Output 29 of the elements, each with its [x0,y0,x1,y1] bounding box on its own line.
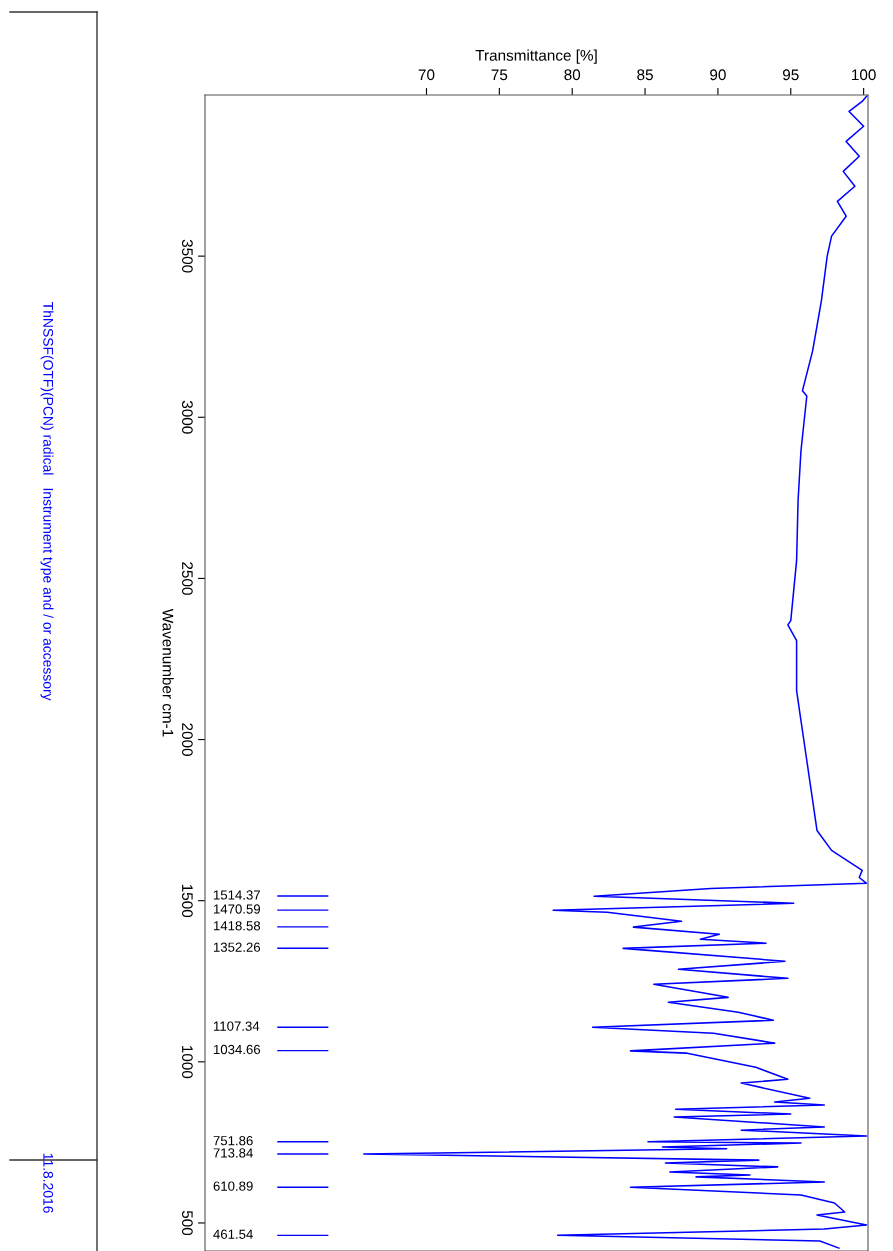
text: ThNSSF(OTF)(PCN) radical [40,302,54,475]
text: Instrument type and / or accessory [40,488,54,701]
annotation: 1034.66 [213,1044,261,1055]
annotation: 1514.37 [213,890,260,900]
y-tick-label: 1000 [181,1046,193,1079]
x-tick-label: 95 [782,69,799,81]
annotation: 461.54 [213,1229,253,1239]
x-tick-label: 75 [491,69,508,81]
annotation: 1470.59 [213,904,261,914]
y-tick-label: 1500 [181,884,193,918]
annotation: 713.84 [213,1148,253,1158]
x-tick-label: 70 [418,69,435,81]
annotation: 1418.58 [213,921,261,931]
annotation: 610.89 [213,1181,253,1191]
y-tick-label: 2500 [181,562,193,595]
x-tick-label: 100 [852,69,876,81]
text: 11.8.2016 [43,1153,54,1213]
x-axis-title: Transmittance [%] [475,49,597,64]
annotation: 1352.26 [213,942,261,952]
y-tick-label: 500 [181,1210,193,1236]
x-tick-label: 90 [710,69,726,81]
annotation: 751.86 [213,1135,253,1146]
y-tick-label: 2000 [181,723,193,756]
x-tick-label: 80 [564,69,581,81]
y-tick-label: 3500 [181,239,193,273]
y-axis-title: Wavenumber cm-1 [162,608,174,737]
x-tick-label: 85 [637,69,653,81]
y-tick-label: 3000 [181,400,193,434]
annotation: 1107.34 [213,1021,260,1031]
